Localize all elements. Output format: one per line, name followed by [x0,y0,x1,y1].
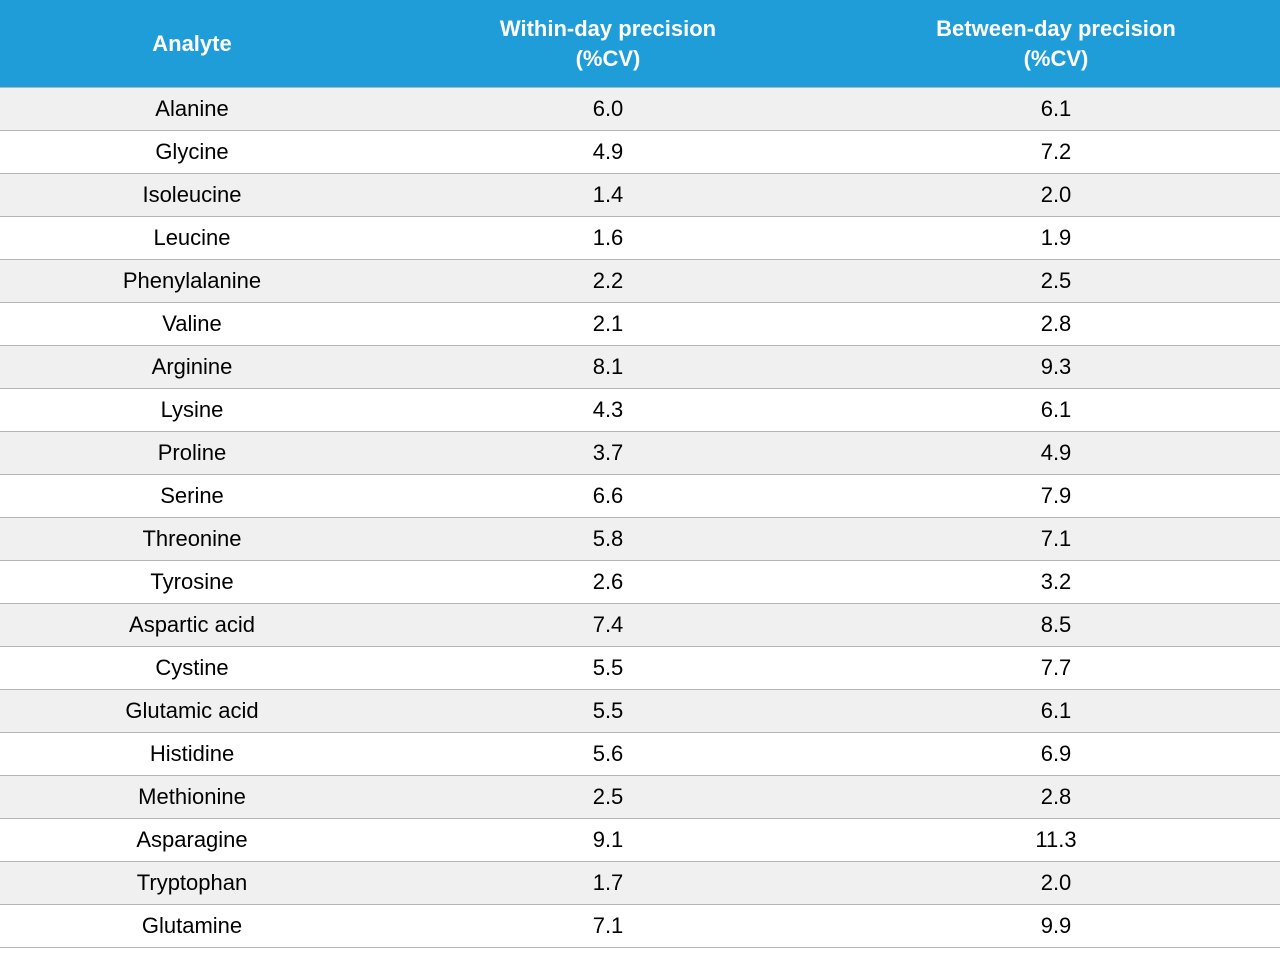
table-body: Alanine6.06.1Glycine4.97.2Isoleucine1.42… [0,88,1280,948]
cell-between: 1.9 [832,217,1280,260]
cell-between: 2.8 [832,303,1280,346]
cell-between: 7.2 [832,131,1280,174]
cell-analyte: Methionine [0,776,384,819]
precision-table: Analyte Within-day precision (%CV) Betwe… [0,0,1280,948]
cell-between: 6.1 [832,389,1280,432]
table-row: Asparagine9.111.3 [0,819,1280,862]
table-row: Arginine8.19.3 [0,346,1280,389]
cell-within: 5.8 [384,518,832,561]
cell-within: 1.4 [384,174,832,217]
cell-analyte: Histidine [0,733,384,776]
cell-analyte: Alanine [0,88,384,131]
table-row: Glutamine7.19.9 [0,905,1280,948]
cell-between: 8.5 [832,604,1280,647]
cell-analyte: Aspartic acid [0,604,384,647]
table-row: Serine6.67.9 [0,475,1280,518]
cell-within: 8.1 [384,346,832,389]
cell-between: 2.8 [832,776,1280,819]
col-header-within-l1: Within-day precision [500,16,716,41]
cell-between: 7.9 [832,475,1280,518]
table-row: Methionine2.52.8 [0,776,1280,819]
table-header: Analyte Within-day precision (%CV) Betwe… [0,0,1280,88]
cell-analyte: Isoleucine [0,174,384,217]
cell-analyte: Glutamic acid [0,690,384,733]
cell-between: 4.9 [832,432,1280,475]
cell-analyte: Threonine [0,518,384,561]
table-row: Tryptophan1.72.0 [0,862,1280,905]
cell-between: 3.2 [832,561,1280,604]
cell-between: 9.9 [832,905,1280,948]
cell-between: 6.9 [832,733,1280,776]
cell-between: 2.5 [832,260,1280,303]
cell-analyte: Valine [0,303,384,346]
cell-within: 5.5 [384,690,832,733]
table-row: Alanine6.06.1 [0,88,1280,131]
table-row: Isoleucine1.42.0 [0,174,1280,217]
col-header-analyte-l1: Analyte [152,31,231,56]
cell-within: 1.6 [384,217,832,260]
cell-analyte: Glutamine [0,905,384,948]
table-row: Proline3.74.9 [0,432,1280,475]
col-header-between: Between-day precision (%CV) [832,0,1280,88]
cell-within: 6.6 [384,475,832,518]
col-header-within: Within-day precision (%CV) [384,0,832,88]
cell-within: 2.2 [384,260,832,303]
precision-table-container: Analyte Within-day precision (%CV) Betwe… [0,0,1280,948]
cell-within: 7.4 [384,604,832,647]
cell-analyte: Glycine [0,131,384,174]
cell-within: 4.9 [384,131,832,174]
cell-between: 6.1 [832,88,1280,131]
cell-between: 7.1 [832,518,1280,561]
table-row: Lysine4.36.1 [0,389,1280,432]
cell-between: 11.3 [832,819,1280,862]
col-header-within-l2: (%CV) [576,46,641,71]
table-row: Phenylalanine2.22.5 [0,260,1280,303]
cell-analyte: Cystine [0,647,384,690]
cell-within: 4.3 [384,389,832,432]
cell-analyte: Asparagine [0,819,384,862]
cell-between: 2.0 [832,174,1280,217]
table-row: Threonine5.87.1 [0,518,1280,561]
table-row: Cystine5.57.7 [0,647,1280,690]
cell-within: 9.1 [384,819,832,862]
cell-within: 2.5 [384,776,832,819]
col-header-between-l1: Between-day precision [936,16,1176,41]
cell-within: 2.1 [384,303,832,346]
cell-analyte: Tyrosine [0,561,384,604]
cell-within: 5.6 [384,733,832,776]
cell-between: 7.7 [832,647,1280,690]
table-row: Glutamic acid5.56.1 [0,690,1280,733]
col-header-analyte: Analyte [0,0,384,88]
cell-analyte: Proline [0,432,384,475]
table-row: Leucine1.61.9 [0,217,1280,260]
cell-between: 9.3 [832,346,1280,389]
table-row: Valine2.12.8 [0,303,1280,346]
cell-analyte: Phenylalanine [0,260,384,303]
cell-between: 2.0 [832,862,1280,905]
cell-analyte: Leucine [0,217,384,260]
cell-analyte: Serine [0,475,384,518]
table-row: Tyrosine2.63.2 [0,561,1280,604]
cell-within: 7.1 [384,905,832,948]
cell-within: 3.7 [384,432,832,475]
table-row: Glycine4.97.2 [0,131,1280,174]
cell-between: 6.1 [832,690,1280,733]
col-header-between-l2: (%CV) [1024,46,1089,71]
cell-analyte: Lysine [0,389,384,432]
cell-analyte: Arginine [0,346,384,389]
table-row: Histidine5.66.9 [0,733,1280,776]
cell-within: 1.7 [384,862,832,905]
cell-within: 6.0 [384,88,832,131]
cell-analyte: Tryptophan [0,862,384,905]
table-row: Aspartic acid7.48.5 [0,604,1280,647]
cell-within: 2.6 [384,561,832,604]
cell-within: 5.5 [384,647,832,690]
